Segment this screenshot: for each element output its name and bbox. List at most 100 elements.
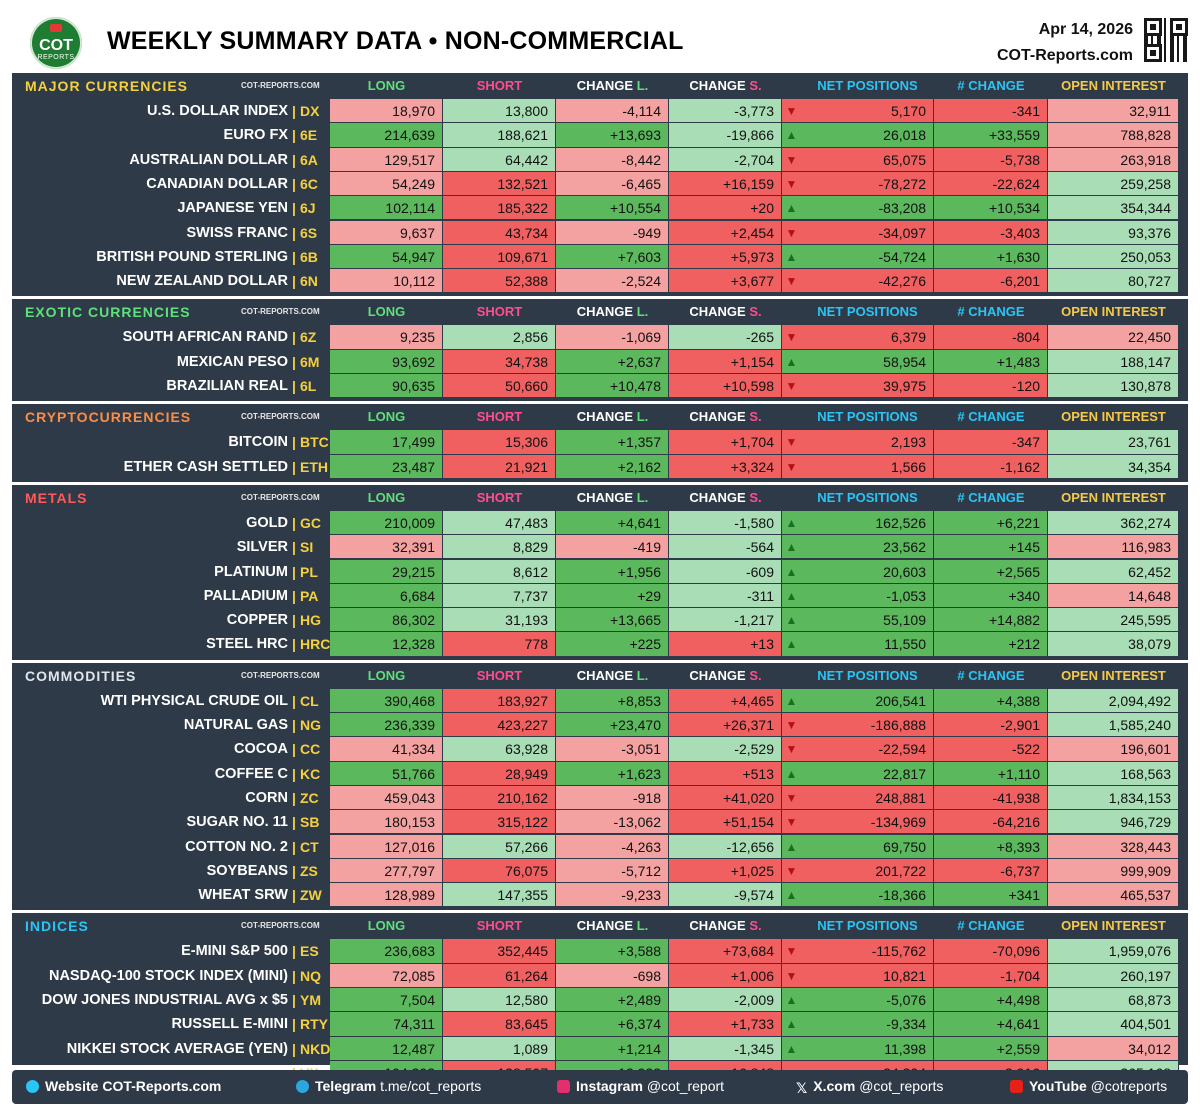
cell-net-position: 69,750 (801, 834, 934, 859)
cell-open-interest: 130,878 (1048, 374, 1179, 399)
cell-change-long: +1,623 (556, 761, 669, 786)
cell-short: 778 (443, 632, 556, 657)
arrow-up-icon: ▲ (782, 834, 801, 859)
logo-flag-icon (50, 24, 62, 32)
cell-change-long: +4,641 (556, 510, 669, 536)
cell-change-short: -564 (669, 535, 782, 560)
cell-long: 54,249 (330, 171, 443, 197)
table-row: SOUTH AFRICAN RAND | 6Z 9,235 2,856 -1,069 -26… (12, 325, 1188, 350)
qr-code-icon[interactable] (1144, 18, 1188, 62)
column-header-long: LONG (367, 918, 406, 934)
column-header-long: LONG (367, 78, 406, 93)
contract-name: SWISS FRANC (186, 224, 289, 241)
table-row: NASDAQ-100 STOCK INDEX (MINI) | NQ 72,085 61… (12, 963, 1188, 988)
cell-open-interest: 263,918 (1048, 147, 1179, 172)
cell-open-interest: 1,585,240 (1048, 713, 1179, 738)
column-header-short: SHORT (476, 409, 523, 425)
cell-net-change: -1,162 (934, 454, 1048, 479)
name-separator: | (292, 103, 296, 119)
arrow-down-icon: ▼ (782, 147, 801, 172)
column-header-arrow (782, 404, 801, 430)
contract-name: NIKKEI STOCK AVERAGE (YEN) (66, 1040, 288, 1057)
arrow-down-icon: ▼ (782, 220, 801, 245)
cell-net-position: -18,366 (801, 883, 934, 908)
contract-name: STEEL HRC (206, 636, 288, 653)
cell-short: 315,122 (443, 810, 556, 835)
cell-short: 61,264 (443, 963, 556, 988)
contract-ticker: ES (300, 943, 319, 960)
cell-change-long: +1,956 (556, 559, 669, 584)
cell-short: 109,671 (443, 244, 556, 270)
column-header-short: SHORT (476, 304, 523, 320)
instagram-icon (557, 1080, 570, 1093)
cell-net-change: +2,565 (934, 559, 1048, 584)
name-separator: | (292, 692, 296, 709)
cell-net-change: +1,483 (934, 349, 1048, 374)
section-header: COMMODITIES COT-REPORTS.COM LONG SHORT CHANG… (12, 659, 1188, 689)
footer-website[interactable]: Website COT-Reports.com (26, 1078, 221, 1094)
name-separator: | (292, 992, 296, 1008)
table-row: CANADIAN DOLLAR | 6C 54,249 132,521 -6,465 +16… (12, 171, 1188, 197)
section-watermark: COT-REPORTS.COM (241, 307, 320, 317)
table-row: COFFEE C | KC 51,766 28,949 +1,623 +513 ▲ 22,817… (12, 761, 1188, 786)
contract-ticker: KC (300, 765, 321, 782)
contract-name: AUSTRALIAN DOLLAR (129, 151, 288, 168)
footer-telegram[interactable]: Telegram t.me/cot_reports (296, 1078, 481, 1094)
name-separator: | (292, 636, 296, 653)
section-title: METALS (25, 489, 88, 506)
header-site-link[interactable]: COT-Reports.com (996, 47, 1133, 64)
contract-name: BRITISH POUND STERLING (96, 248, 288, 265)
cell-net-position: -34,097 (801, 220, 934, 245)
cell-short: 2,856 (443, 325, 556, 350)
footer-youtube[interactable]: YouTube @cotreports (1010, 1078, 1167, 1094)
cell-change-long: +13,693 (556, 123, 669, 148)
arrow-down-icon: ▼ (782, 939, 801, 964)
cell-net-position: 5,170 (801, 99, 934, 124)
contract-ticker: NKD (300, 1040, 331, 1057)
table-row: COTTON NO. 2 | CT 127,016 57,266 -4,263 -12,65… (12, 834, 1188, 859)
contract-ticker: 6C (300, 175, 318, 192)
footer-x[interactable]: 𝕏 X.com @cot_reports (796, 1078, 944, 1096)
cell-change-long: -698 (556, 963, 669, 988)
name-separator: | (292, 943, 296, 960)
column-header-long: LONG (367, 489, 406, 505)
cell-change-short: +2,454 (669, 220, 782, 245)
cell-short: 50,660 (443, 374, 556, 399)
cell-open-interest: 14,648 (1048, 583, 1179, 609)
section-watermark: COT-REPORTS.COM (241, 921, 320, 931)
cell-long: 32,391 (330, 535, 443, 560)
cell-net-position: -42,276 (801, 269, 934, 294)
cell-change-long: +2,489 (556, 988, 669, 1013)
cell-open-interest: 93,376 (1048, 220, 1179, 245)
contract-name: BRAZILIAN REAL (166, 378, 288, 394)
name-separator: | (292, 587, 296, 604)
column-header-change-long: CHANGE L. (576, 918, 649, 934)
cell-net-position: -9,334 (801, 1012, 934, 1037)
name-separator: | (292, 329, 296, 346)
arrow-down-icon: ▼ (782, 269, 801, 294)
cell-change-long: +225 (556, 632, 669, 657)
cell-net-change: +33,559 (934, 123, 1048, 148)
footer-instagram[interactable]: Instagram @cot_report (557, 1078, 724, 1094)
cell-open-interest: 362,274 (1048, 510, 1179, 536)
cell-short: 52,388 (443, 269, 556, 294)
column-header-net-change: # CHANGE (957, 409, 1025, 425)
contract-name: SILVER (236, 539, 288, 556)
column-header-change-long: CHANGE L. (576, 409, 649, 425)
cell-short: 21,921 (443, 454, 556, 479)
section-header: MAJOR CURRENCIES COT-REPORTS.COM LONG SHORT… (12, 73, 1188, 99)
cell-net-position: 39,975 (801, 374, 934, 399)
cell-net-change: -5,738 (934, 147, 1048, 172)
column-header-change-short: CHANGE S. (689, 78, 762, 93)
cell-net-position: -83,208 (801, 196, 934, 221)
cell-net-change: +1,110 (934, 761, 1048, 786)
cell-change-short: +513 (669, 761, 782, 786)
cell-net-position: 1,566 (801, 454, 934, 479)
contract-ticker: HG (300, 612, 321, 629)
cell-net-change: -347 (934, 430, 1048, 455)
contract-ticker: CL (300, 692, 319, 709)
column-header-open-interest: OPEN INTEREST (1061, 304, 1166, 320)
column-header-net: NET POSITIONS (817, 918, 918, 934)
cell-net-change: +340 (934, 583, 1048, 609)
cell-change-long: -4,263 (556, 834, 669, 859)
